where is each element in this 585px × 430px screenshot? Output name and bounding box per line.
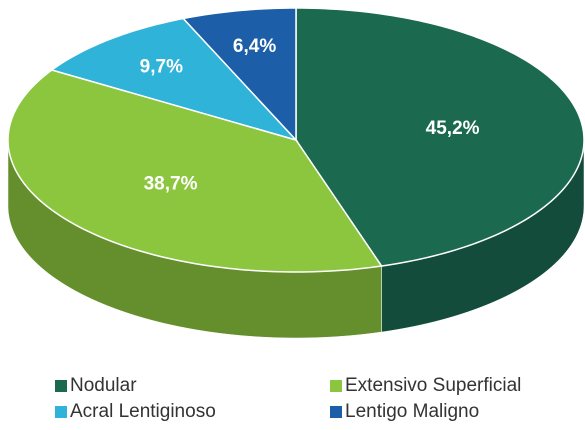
legend-swatch [330,380,342,392]
slice [181,7,297,142]
slice [7,69,383,273]
value-label: 9,7% [140,57,183,78]
slice [295,7,585,267]
legend-swatch [55,406,67,418]
legend-label: Extensivo Superficial [345,375,521,396]
legend-label: Acral Lentiginoso [70,401,216,422]
legend-label: Nodular [70,375,137,396]
legend-swatch [330,406,342,418]
value-label: 6,4% [233,36,276,57]
slice [50,17,299,142]
value-label: 38,7% [144,173,198,194]
value-label: 45,2% [426,118,480,139]
legend-label: Lentigo Maligno [345,401,479,422]
legend-swatch [55,380,67,392]
